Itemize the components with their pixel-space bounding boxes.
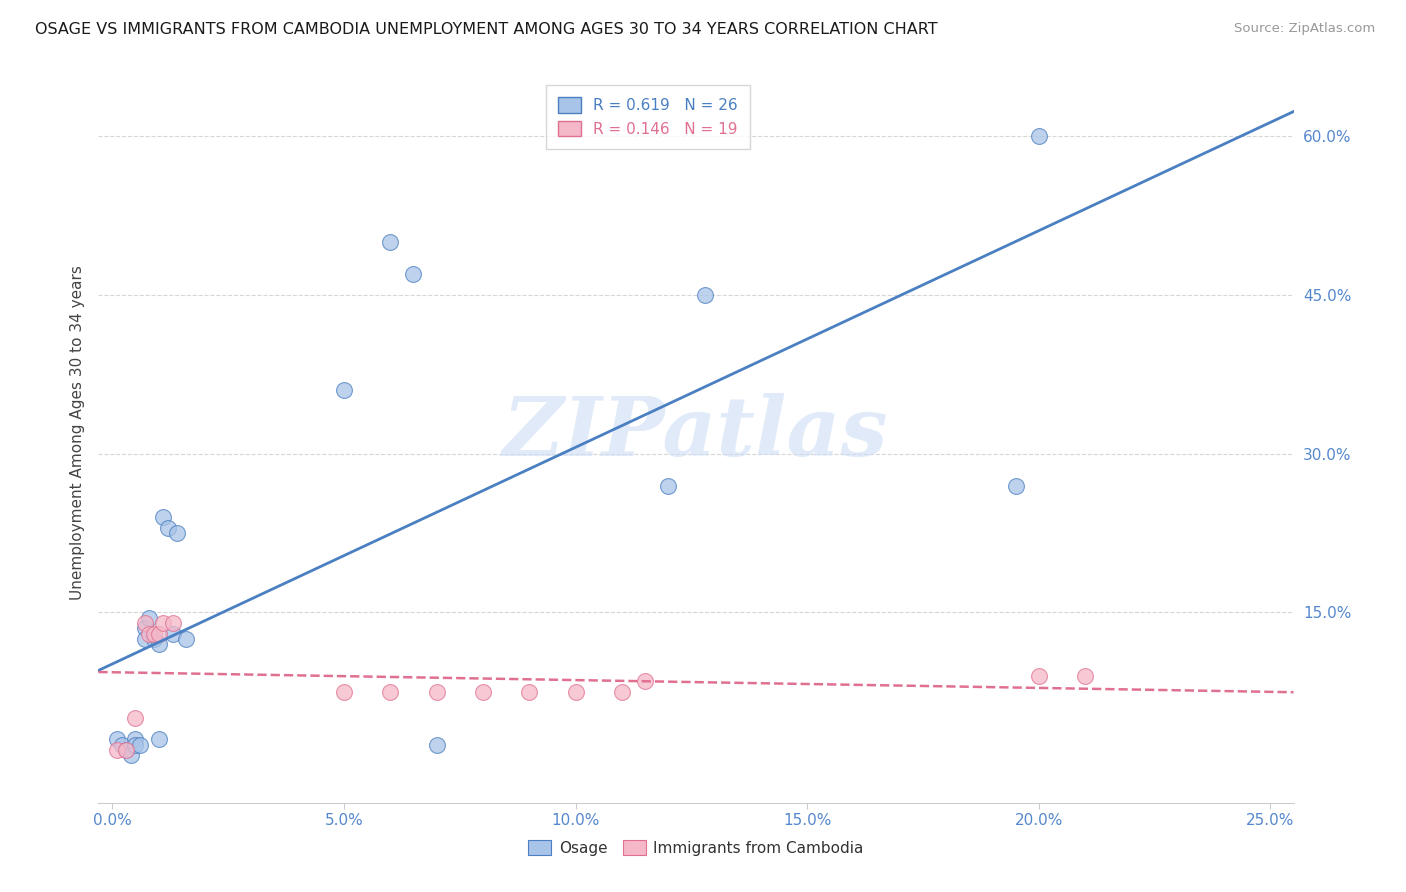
Point — [143, 632, 166, 646]
Point — [333, 685, 356, 699]
Point — [162, 615, 184, 630]
Point — [695, 288, 717, 302]
Point — [105, 743, 128, 757]
Point — [162, 626, 184, 640]
Point — [138, 626, 160, 640]
Point — [124, 732, 146, 747]
Point — [426, 738, 449, 752]
Legend: Osage, Immigrants from Cambodia: Osage, Immigrants from Cambodia — [522, 834, 870, 862]
Point — [1028, 129, 1050, 144]
Point — [152, 615, 174, 630]
Point — [176, 632, 198, 646]
Point — [124, 711, 146, 725]
Point — [105, 732, 128, 747]
Point — [426, 685, 449, 699]
Point — [138, 611, 160, 625]
Point — [564, 685, 586, 699]
Y-axis label: Unemployment Among Ages 30 to 34 years: Unemployment Among Ages 30 to 34 years — [69, 265, 84, 600]
Point — [1004, 478, 1026, 492]
Text: OSAGE VS IMMIGRANTS FROM CAMBODIA UNEMPLOYMENT AMONG AGES 30 TO 34 YEARS CORRELA: OSAGE VS IMMIGRANTS FROM CAMBODIA UNEMPL… — [35, 22, 938, 37]
Text: ZIPatlas: ZIPatlas — [503, 392, 889, 473]
Point — [129, 738, 152, 752]
Point — [1028, 669, 1050, 683]
Point — [166, 526, 188, 541]
Point — [657, 478, 679, 492]
Point — [115, 743, 138, 757]
Point — [1074, 669, 1097, 683]
Point — [634, 674, 657, 689]
Point — [134, 621, 156, 635]
Point — [148, 626, 170, 640]
Point — [110, 738, 132, 752]
Point — [124, 738, 146, 752]
Point — [380, 685, 402, 699]
Point — [610, 685, 633, 699]
Point — [517, 685, 540, 699]
Point — [134, 632, 156, 646]
Point — [148, 732, 170, 747]
Point — [471, 685, 494, 699]
Point — [115, 743, 138, 757]
Point — [402, 267, 425, 281]
Point — [156, 521, 179, 535]
Point — [120, 748, 142, 763]
Point — [143, 626, 166, 640]
Text: Source: ZipAtlas.com: Source: ZipAtlas.com — [1234, 22, 1375, 36]
Point — [333, 384, 356, 398]
Point — [152, 510, 174, 524]
Point — [148, 637, 170, 651]
Point — [134, 615, 156, 630]
Point — [380, 235, 402, 250]
